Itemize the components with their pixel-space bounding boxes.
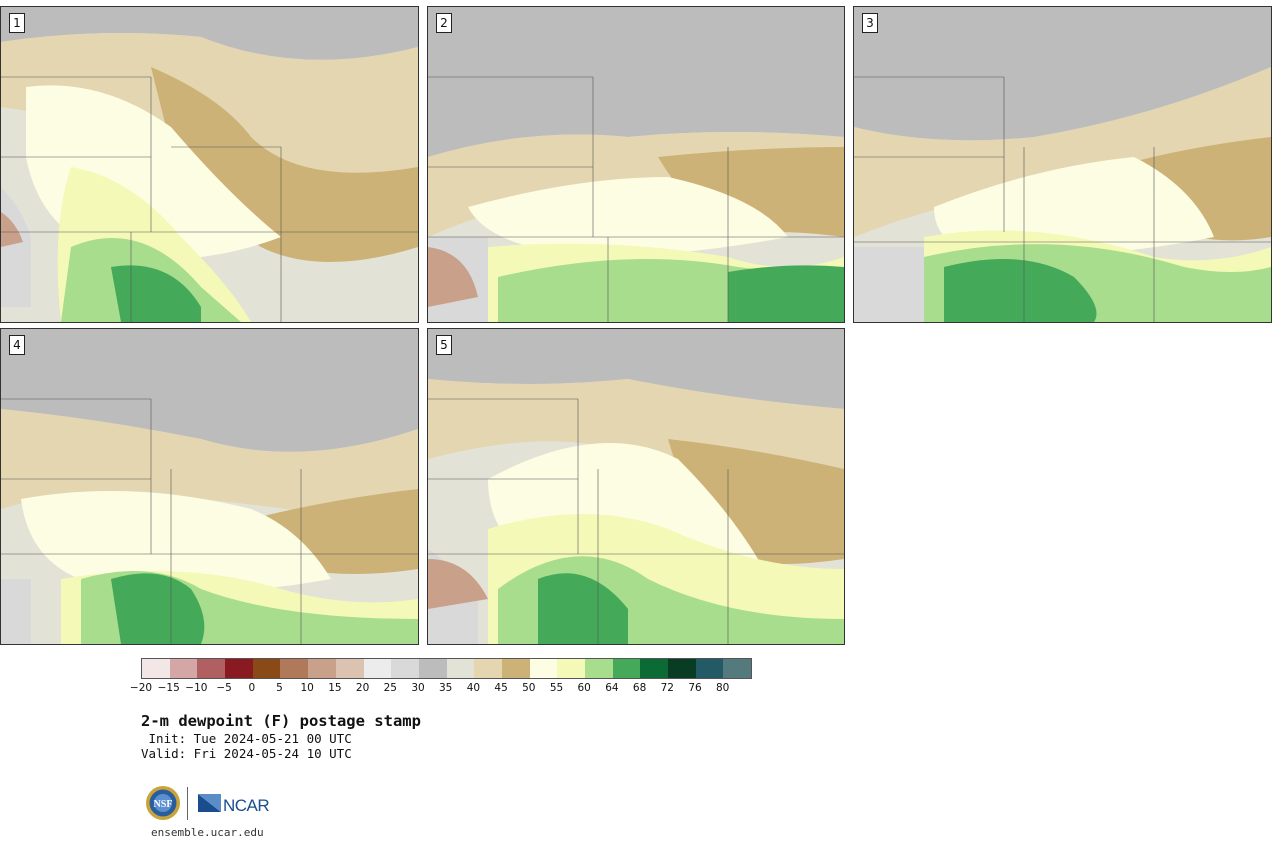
panel-label-3: 3 bbox=[862, 13, 878, 33]
colorbar-tick-label: 5 bbox=[276, 682, 283, 694]
colorbar-swatch bbox=[723, 659, 752, 678]
colorbar-tick-label: 80 bbox=[716, 682, 730, 694]
panel-label-2: 2 bbox=[436, 13, 452, 33]
colorbar-tick-label: 30 bbox=[411, 682, 425, 694]
colorbar-tick-label: 50 bbox=[522, 682, 536, 694]
map-panel-3: 3 bbox=[853, 6, 1272, 323]
colorbar-tick-label: 64 bbox=[605, 682, 619, 694]
colorbar-tick-label: 10 bbox=[300, 682, 314, 694]
colorbar-tick-label: −5 bbox=[216, 682, 232, 694]
colorbar-swatch bbox=[142, 659, 170, 678]
colorbar-tick-label: −20 bbox=[129, 682, 153, 694]
colorbar-tick-label: 60 bbox=[577, 682, 591, 694]
panel-label-4: 4 bbox=[9, 335, 25, 355]
colorbar-swatch bbox=[335, 659, 364, 678]
colorbar-swatch bbox=[612, 659, 641, 678]
colorbar-tick-label: −10 bbox=[185, 682, 208, 694]
colorbar-swatch bbox=[474, 659, 502, 678]
valid-time: Valid: Fri 2024-05-24 10 UTC bbox=[141, 746, 352, 761]
map-panel-1: 1 bbox=[0, 6, 419, 323]
colorbar-tick-label: 45 bbox=[494, 682, 508, 694]
colorbar-swatch bbox=[363, 659, 392, 678]
colorbar-tick-label: −15 bbox=[157, 682, 180, 694]
colorbar-swatch bbox=[529, 659, 558, 678]
colorbar-tick-label: 40 bbox=[466, 682, 481, 694]
colorbar-swatch bbox=[418, 659, 447, 678]
colorbar-swatch bbox=[446, 659, 475, 678]
logo-divider bbox=[187, 787, 188, 820]
colorbar-swatch bbox=[280, 659, 309, 678]
dewpoint-map-4 bbox=[1, 329, 418, 644]
colorbar-tick-label: 72 bbox=[660, 682, 674, 694]
colorbar-tick-label: 55 bbox=[549, 682, 564, 694]
colorbar-swatch bbox=[501, 659, 530, 678]
map-panel-5: 5 bbox=[427, 328, 845, 645]
colorbar-swatch bbox=[695, 659, 724, 678]
colorbar-tick-label: 68 bbox=[632, 682, 647, 694]
colorbar-tick-label: 0 bbox=[248, 682, 256, 694]
map-panel-2: 2 bbox=[427, 6, 845, 323]
colorbar-swatch bbox=[169, 659, 198, 678]
ncar-logo: NCAR bbox=[198, 794, 270, 815]
colorbar-tick-label: 76 bbox=[688, 682, 702, 694]
colorbar-swatch bbox=[391, 659, 419, 678]
colorbar-tick-label: 15 bbox=[328, 682, 342, 694]
dewpoint-map-2 bbox=[428, 7, 844, 322]
colorbar-swatch bbox=[252, 659, 281, 678]
colorbar-swatch bbox=[225, 659, 253, 678]
colorbar-swatch bbox=[308, 659, 336, 678]
colorbar-swatch bbox=[585, 659, 613, 678]
svg-text:NCAR: NCAR bbox=[223, 796, 269, 815]
colorbar bbox=[141, 658, 753, 679]
colorbar-tick-label: 25 bbox=[383, 682, 397, 694]
colorbar-swatch bbox=[557, 659, 585, 678]
map-panel-4: 4 bbox=[0, 328, 419, 645]
nsf-logo: NSF bbox=[146, 786, 180, 820]
dewpoint-map-5 bbox=[428, 329, 844, 644]
site-url: ensemble.ucar.edu bbox=[151, 826, 264, 839]
svg-text:NSF: NSF bbox=[154, 799, 173, 810]
colorbar-tick-label: 35 bbox=[439, 682, 453, 694]
panel-label-5: 5 bbox=[436, 335, 452, 355]
colorbar-tick-label: 20 bbox=[355, 682, 370, 694]
figure-title: 2-m dewpoint (F) postage stamp bbox=[141, 712, 421, 730]
dewpoint-map-3 bbox=[854, 7, 1271, 322]
panel-label-1: 1 bbox=[9, 13, 25, 33]
colorbar-swatch bbox=[640, 659, 669, 678]
init-time: Init: Tue 2024-05-21 00 UTC bbox=[141, 731, 352, 746]
colorbar-swatch bbox=[668, 659, 696, 678]
colorbar-swatch bbox=[197, 659, 226, 678]
dewpoint-map-1 bbox=[1, 7, 418, 322]
